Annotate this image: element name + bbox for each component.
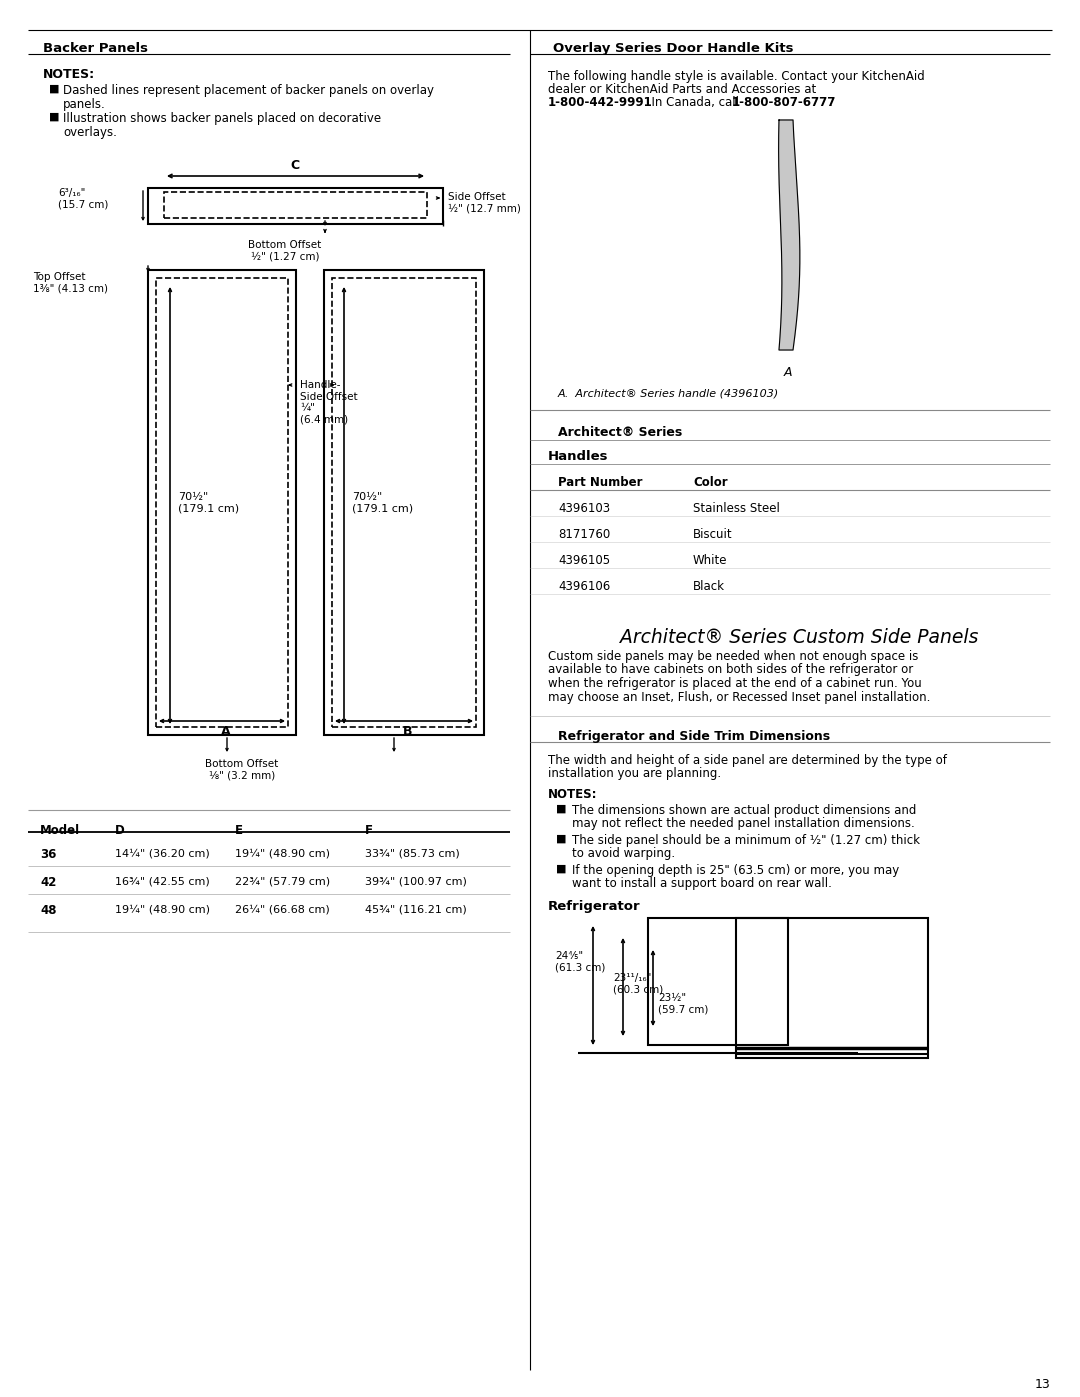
Text: Illustration shows backer panels placed on decorative: Illustration shows backer panels placed … — [63, 112, 381, 124]
Text: Top Offset
1⅜" (4.13 cm): Top Offset 1⅜" (4.13 cm) — [33, 272, 108, 293]
Text: NOTES:: NOTES: — [43, 68, 95, 81]
Text: Architect® Series Custom Side Panels: Architect® Series Custom Side Panels — [620, 629, 978, 647]
Text: E: E — [235, 824, 243, 837]
Bar — [148, 189, 443, 224]
Text: Bottom Offset
⅛" (3.2 mm): Bottom Offset ⅛" (3.2 mm) — [205, 759, 279, 781]
Text: 70½"
(179.1 cm): 70½" (179.1 cm) — [352, 492, 414, 514]
Text: 26¼" (66.68 cm): 26¼" (66.68 cm) — [235, 904, 329, 914]
Text: Refrigerator and Side Trim Dimensions: Refrigerator and Side Trim Dimensions — [558, 731, 831, 743]
Text: Part Number: Part Number — [558, 476, 643, 489]
Text: Architect® Series: Architect® Series — [558, 426, 683, 439]
Text: Biscuit: Biscuit — [693, 528, 732, 541]
Text: A.  Architect® Series handle (4396103): A. Architect® Series handle (4396103) — [557, 388, 779, 398]
Text: Dashed lines represent placement of backer panels on overlay: Dashed lines represent placement of back… — [63, 84, 434, 96]
Text: 14¼" (36.20 cm): 14¼" (36.20 cm) — [114, 848, 210, 858]
Text: If the opening depth is 25" (63.5 cm) or more, you may: If the opening depth is 25" (63.5 cm) or… — [572, 863, 900, 877]
Text: Stainless Steel: Stainless Steel — [693, 502, 780, 515]
Text: Model: Model — [40, 824, 80, 837]
Text: NOTES:: NOTES: — [548, 788, 597, 800]
Text: D: D — [114, 824, 125, 837]
Text: ■: ■ — [556, 834, 567, 844]
Text: F: F — [365, 824, 373, 837]
Text: may not reflect the needed panel installation dimensions.: may not reflect the needed panel install… — [572, 817, 915, 830]
Text: 1-800-807-6777: 1-800-807-6777 — [732, 96, 836, 109]
Text: The dimensions shown are actual product dimensions and: The dimensions shown are actual product … — [572, 805, 916, 817]
Text: C: C — [291, 159, 299, 172]
Text: 4396106: 4396106 — [558, 580, 610, 592]
Text: . In Canada, call: . In Canada, call — [644, 96, 743, 109]
Bar — [332, 278, 476, 726]
Text: 42: 42 — [40, 876, 56, 888]
Text: Handle-
Side Offset
¼"
(6.4 mm): Handle- Side Offset ¼" (6.4 mm) — [300, 380, 357, 425]
Text: 36: 36 — [40, 848, 56, 861]
Text: 1-800-442-9991: 1-800-442-9991 — [548, 96, 652, 109]
Text: The following handle style is available. Contact your KitchenAid: The following handle style is available.… — [548, 70, 924, 82]
Text: A: A — [784, 366, 793, 379]
Bar — [648, 918, 788, 1045]
Text: Side Offset
½" (12.7 mm): Side Offset ½" (12.7 mm) — [448, 191, 521, 214]
Text: 6³/₁₆"
(15.7 cm): 6³/₁₆" (15.7 cm) — [58, 189, 108, 210]
Text: 13: 13 — [1035, 1377, 1050, 1391]
Bar — [735, 918, 928, 1058]
Text: .: . — [829, 96, 833, 109]
Polygon shape — [779, 120, 800, 351]
Bar — [324, 270, 484, 735]
Text: 19¼" (48.90 cm): 19¼" (48.90 cm) — [114, 904, 210, 914]
Text: ■: ■ — [556, 805, 567, 814]
Text: Custom side panels may be needed when not enough space is: Custom side panels may be needed when no… — [548, 650, 918, 664]
Text: The side panel should be a minimum of ½" (1.27 cm) thick: The side panel should be a minimum of ½"… — [572, 834, 920, 847]
Text: ■: ■ — [49, 112, 59, 122]
Text: when the refrigerator is placed at the end of a cabinet run. You: when the refrigerator is placed at the e… — [548, 678, 921, 690]
Text: 4396105: 4396105 — [558, 555, 610, 567]
Text: want to install a support board on rear wall.: want to install a support board on rear … — [572, 877, 832, 890]
Text: A: A — [221, 725, 231, 738]
Text: Refrigerator: Refrigerator — [548, 900, 640, 914]
Text: 70½"
(179.1 cm): 70½" (179.1 cm) — [178, 492, 239, 514]
Bar — [156, 278, 288, 726]
Text: B: B — [403, 725, 413, 738]
Text: Bottom Offset
½" (1.27 cm): Bottom Offset ½" (1.27 cm) — [248, 240, 322, 261]
Text: 23½"
(59.7 cm): 23½" (59.7 cm) — [658, 993, 708, 1014]
Bar — [164, 191, 427, 218]
Text: Backer Panels: Backer Panels — [43, 42, 148, 54]
Text: White: White — [693, 555, 728, 567]
Text: 23¹¹/₁₆"
(60.3 cm): 23¹¹/₁₆" (60.3 cm) — [613, 972, 663, 995]
Text: to avoid warping.: to avoid warping. — [572, 847, 675, 861]
Text: overlays.: overlays. — [63, 126, 117, 138]
Bar — [148, 270, 296, 735]
Text: 24⅘"
(61.3 cm): 24⅘" (61.3 cm) — [555, 951, 606, 972]
Text: 16¾" (42.55 cm): 16¾" (42.55 cm) — [114, 876, 210, 886]
Text: 33¾" (85.73 cm): 33¾" (85.73 cm) — [365, 848, 460, 858]
Text: Black: Black — [693, 580, 725, 592]
Text: ■: ■ — [556, 863, 567, 875]
Text: available to have cabinets on both sides of the refrigerator or: available to have cabinets on both sides… — [548, 664, 914, 676]
Text: 45¾" (116.21 cm): 45¾" (116.21 cm) — [365, 904, 467, 914]
Text: Color: Color — [693, 476, 728, 489]
Text: 39¾" (100.97 cm): 39¾" (100.97 cm) — [365, 876, 467, 886]
Text: Handles: Handles — [548, 450, 608, 462]
Text: The width and height of a side panel are determined by the type of: The width and height of a side panel are… — [548, 754, 947, 767]
Text: dealer or KitchenAid Parts and Accessories at: dealer or KitchenAid Parts and Accessori… — [548, 82, 816, 96]
Text: may choose an Inset, Flush, or Recessed Inset panel installation.: may choose an Inset, Flush, or Recessed … — [548, 690, 930, 704]
Text: installation you are planning.: installation you are planning. — [548, 767, 721, 780]
Text: 19¼" (48.90 cm): 19¼" (48.90 cm) — [235, 848, 330, 858]
Text: ■: ■ — [49, 84, 59, 94]
Text: panels.: panels. — [63, 98, 106, 110]
Text: 4396103: 4396103 — [558, 502, 610, 515]
Text: 8171760: 8171760 — [558, 528, 610, 541]
Text: 48: 48 — [40, 904, 56, 916]
Text: 22¾" (57.79 cm): 22¾" (57.79 cm) — [235, 876, 330, 886]
Text: Overlay Series Door Handle Kits: Overlay Series Door Handle Kits — [553, 42, 794, 54]
